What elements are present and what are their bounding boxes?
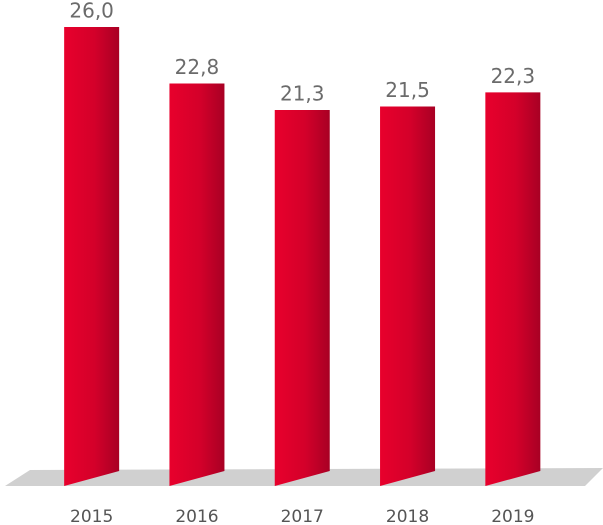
bar (485, 92, 541, 487)
x-tick-label: 2015 (70, 507, 113, 525)
value-label: 21,5 (385, 78, 430, 102)
bar (380, 106, 436, 486)
bar (274, 109, 330, 486)
value-label: 26,0 (69, 0, 114, 23)
bar (64, 27, 120, 486)
value-label: 21,3 (280, 81, 325, 105)
x-tick-label: 2019 (491, 507, 534, 525)
bar (169, 83, 225, 486)
value-label: 22,8 (175, 55, 220, 79)
x-tick-label: 2018 (386, 507, 429, 525)
value-label: 22,3 (491, 64, 536, 88)
x-tick-label: 2017 (281, 507, 324, 525)
x-tick-label: 2016 (175, 507, 218, 525)
